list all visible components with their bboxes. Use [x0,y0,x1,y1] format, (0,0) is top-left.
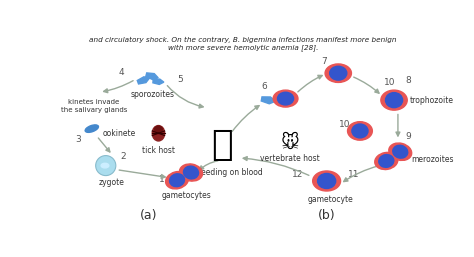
Ellipse shape [273,90,298,107]
Text: sporozoites: sporozoites [130,90,174,99]
Polygon shape [137,77,150,84]
Polygon shape [153,79,164,85]
Text: 🐄: 🐄 [211,128,233,162]
Text: gametocytes: gametocytes [162,191,211,200]
Ellipse shape [165,171,189,189]
Text: and circulatory shock. On the contrary, B. bigemina infections manifest more ben: and circulatory shock. On the contrary, … [89,37,397,43]
Text: 6: 6 [261,82,267,91]
Text: 11: 11 [348,170,359,179]
Ellipse shape [277,92,293,105]
Text: 9: 9 [405,132,411,141]
Ellipse shape [379,154,394,167]
Text: 1: 1 [159,175,164,184]
Text: 🐭: 🐭 [281,133,300,151]
Text: 10: 10 [384,78,396,87]
Text: vertebrate host: vertebrate host [260,154,320,163]
Ellipse shape [170,174,184,187]
Circle shape [96,155,116,176]
Text: tick host: tick host [142,145,175,154]
Text: (b): (b) [318,209,336,222]
Ellipse shape [385,93,402,108]
Text: zygote: zygote [99,178,125,187]
Text: 5: 5 [177,76,183,85]
Polygon shape [146,73,158,80]
Ellipse shape [313,171,341,191]
Text: 2: 2 [120,152,126,161]
Text: ookinete: ookinete [103,129,136,138]
Text: kinetes invade
the salivary glands: kinetes invade the salivary glands [61,99,128,113]
Ellipse shape [347,122,373,140]
Ellipse shape [180,164,202,181]
Ellipse shape [352,124,368,138]
Ellipse shape [101,163,109,168]
Text: 4: 4 [118,68,124,77]
Ellipse shape [155,126,162,132]
Ellipse shape [325,64,351,82]
Text: 3: 3 [75,135,81,144]
Ellipse shape [152,126,164,141]
Text: gametocyte: gametocyte [308,195,354,204]
Text: with more severe hemolytic anemia [28].: with more severe hemolytic anemia [28]. [168,44,318,51]
Ellipse shape [183,166,199,179]
Text: tick feeding on blood: tick feeding on blood [182,168,263,177]
Text: 10: 10 [339,120,350,129]
Ellipse shape [389,143,412,160]
Text: trophozoite: trophozoite [410,96,454,105]
Ellipse shape [393,145,408,158]
Text: 7: 7 [321,57,327,66]
Text: merozoites: merozoites [411,155,454,164]
Text: 12: 12 [292,170,303,179]
Ellipse shape [330,66,347,80]
Text: 8: 8 [405,76,411,85]
Ellipse shape [381,90,407,110]
Text: (a): (a) [140,209,157,222]
Polygon shape [261,97,275,104]
Ellipse shape [375,152,398,170]
Ellipse shape [318,173,336,188]
Ellipse shape [85,125,99,132]
